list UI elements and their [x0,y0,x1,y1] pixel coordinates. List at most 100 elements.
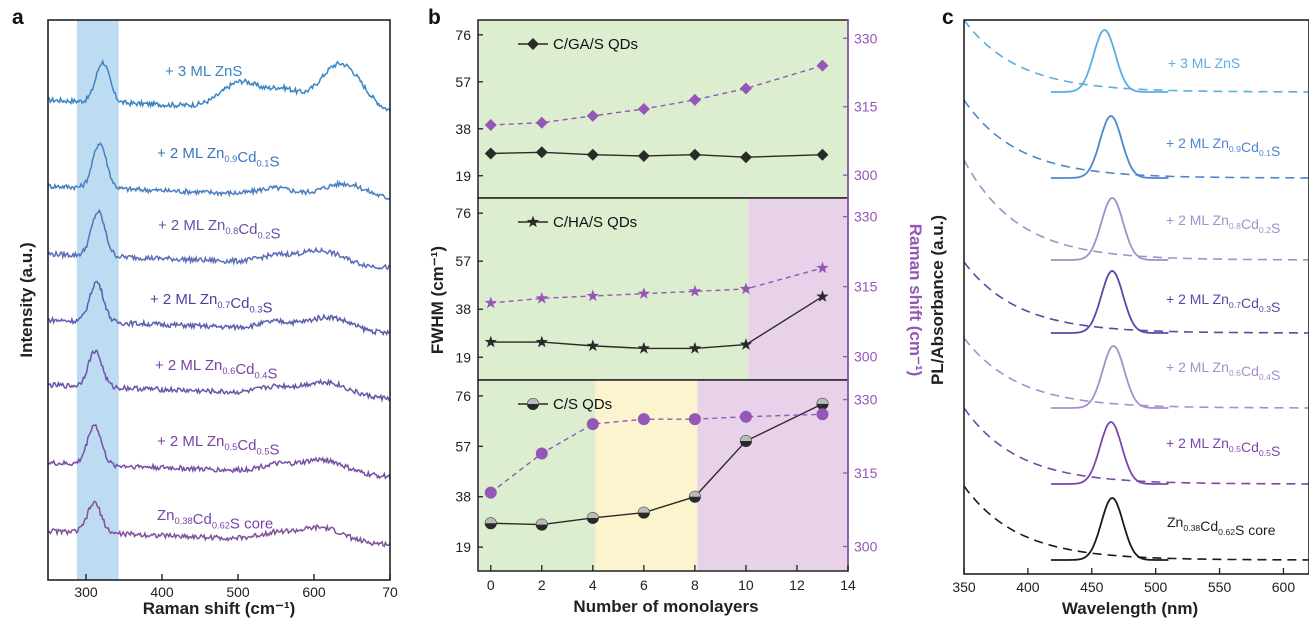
fwhm-point [637,341,650,354]
raman-shift-point [535,291,548,304]
shaded-region [748,198,848,380]
panel-a-xlabel: Raman shift (cm⁻¹) [143,599,296,618]
spectrum-label: + 2 ML Zn0.9Cd0.1S [157,145,279,170]
left-tick-label: 57 [455,253,471,269]
fwhm-point [739,338,753,350]
fwhm-point-half [740,435,752,442]
x-tick-label: 10 [738,577,754,593]
right-tick-label: 330 [854,30,878,46]
raman-shift-point [484,486,497,499]
spectrum-label: + 3 ML ZnS [165,63,242,80]
legend-text: C/HA/S QDs [553,214,637,231]
right-tick-label: 330 [854,392,878,408]
pl-peak-line [1050,29,1169,93]
raman-shift-point [739,282,753,295]
raman-spectrum-line [47,500,391,548]
raman-shift-point [688,93,701,106]
fwhm-point [586,148,599,161]
fwhm-point-half [638,507,650,513]
absorbance-line [963,159,1309,261]
panel-a: 300 400 500 600 70 + 3 ML ZnS + 2 ML Zn0.9Cd0… [12,6,398,618]
fwhm-point-half [816,398,828,404]
right-tick-label: 300 [854,349,878,365]
pl-series-label: + 2 ML Zn0.8Cd0.2S [1166,212,1280,236]
absorbance-line [963,337,1309,409]
x-tick-label: 300 [74,584,98,600]
panel-b: C/GA/S QDs 19 38 57 76 300 315 330 C/HA/S QDs 19 3… [428,6,925,616]
fwhm-point [816,148,829,161]
fwhm-point-half [536,519,548,525]
x-tick-label: 600 [1272,579,1296,595]
left-tick-label: 38 [455,121,471,137]
legend-marker [526,215,540,228]
shaded-region [478,20,848,198]
fwhm-point [637,149,650,162]
x-tick-label: 4 [589,577,597,593]
raman-spectrum-line [47,424,391,480]
fwhm-point [586,339,599,352]
x-tick-label: 8 [691,577,699,593]
left-tick-label: 19 [455,168,471,184]
raman-shift-point [739,82,752,95]
fwhm-point [535,335,548,348]
raman-shift-point [535,116,548,129]
x-tick-label: 2 [538,577,546,593]
fwhm-point-half [485,517,497,524]
legend-marker [527,38,539,50]
pl-peak-line [1050,497,1169,561]
panel-label-a: a [12,6,24,29]
panel-c-xlabel: Wavelength (nm) [1062,599,1198,618]
left-tick-label: 57 [455,74,471,90]
left-tick-label: 57 [455,438,471,454]
left-tick-label: 76 [455,205,471,221]
absorbance-line [963,485,1309,561]
panel-a-ylabel: Intensity (a.u.) [17,242,36,357]
fwhm-point [535,146,548,159]
x-tick-label: 400 [1016,579,1040,595]
x-tick-label: 70 [382,584,398,600]
raman-shift-point [637,287,650,299]
x-tick-label: 400 [150,584,174,600]
raman-shift-point [535,447,548,460]
panel-b-ylabel-left: FWHM (cm⁻¹) [428,246,447,354]
right-tick-label: 330 [854,209,878,225]
left-tick-label: 19 [455,539,471,555]
fwhm-point-half [689,491,701,497]
pl-peak-line [1050,270,1169,334]
pl-series-label: + 2 ML Zn0.5Cd0.5S [1166,435,1280,459]
pl-peak-line [1050,345,1169,409]
left-tick-label: 76 [455,388,471,404]
raman-shift-point [586,289,599,302]
x-tick-label: 14 [840,577,856,593]
x-tick-label: 500 [226,584,250,600]
pl-series-label: + 2 ML Zn0.9Cd0.1S [1166,135,1280,159]
raman-spectrum-line [47,58,391,112]
x-tick-label: 350 [952,579,976,595]
raman-shift-point [739,410,752,423]
shaded-region [478,380,596,571]
x-tick-label: 500 [1144,579,1168,595]
raman-shift-point [586,418,599,431]
shaded-region [478,198,749,380]
panel-b-ylabel-right: Raman shift (cm⁻¹) [906,224,925,377]
x-tick-label: 550 [1208,579,1232,595]
x-tick-label: 450 [1080,579,1104,595]
panel-label-c: c [942,6,954,29]
legend-marker-half [527,398,539,404]
panel-a-frame [47,19,391,581]
pl-peak-line [1050,115,1169,179]
left-tick-label: 38 [455,489,471,505]
raman-shift-point [484,118,497,131]
raman-shift-point [586,109,599,122]
spectrum-label: Zn0.38Cd0.62S core [157,507,273,532]
absorbance-line [963,261,1309,334]
fwhm-point-half [587,512,599,518]
panel-c-frame [963,19,1309,575]
x-tick-label: 0 [487,577,495,593]
raman-spectrum-line [47,280,391,337]
pl-series-label: + 2 ML Zn0.6Cd0.4S [1166,359,1280,383]
fwhm-point [484,335,497,348]
raman-shift-point [816,408,829,421]
right-tick-label: 315 [854,465,878,481]
